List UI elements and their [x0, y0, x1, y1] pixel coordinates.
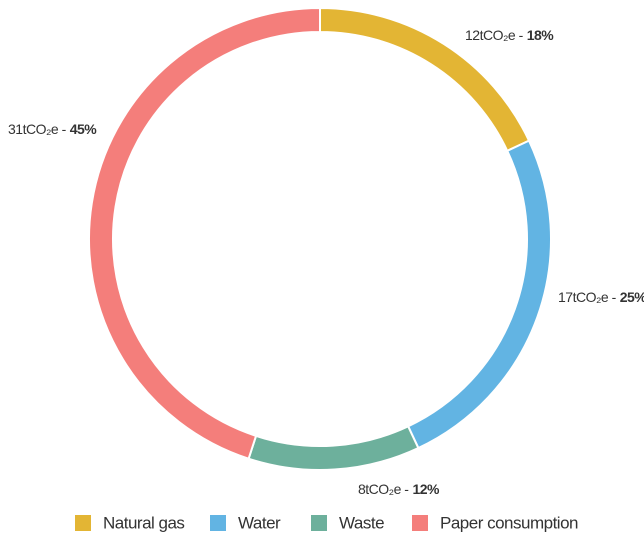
amount-label: 17tCO₂e - [558, 289, 617, 305]
data-label: 12tCO₂e -18% [465, 27, 554, 43]
legend-swatch [311, 515, 327, 531]
donut-segment [406, 139, 552, 450]
legend-label: Water [238, 513, 281, 532]
donut-segment [247, 424, 420, 471]
legend-label: Natural gas [103, 513, 184, 532]
value-label: 25% [620, 289, 644, 305]
legend: Natural gas Water Waste Paper consumption [75, 513, 579, 532]
amount-label: 31tCO₂e - [8, 121, 67, 137]
value-label: 18% [527, 27, 555, 43]
legend-swatch [412, 515, 428, 531]
legend-label: Waste [339, 513, 384, 532]
legend-swatch [210, 515, 226, 531]
data-label: 17tCO₂e -25% [558, 289, 644, 305]
amount-label: 12tCO₂e - [465, 27, 524, 43]
legend-label: Paper consumption [440, 513, 578, 532]
data-label: 8tCO₂e -12% [358, 481, 440, 497]
legend-swatch [75, 515, 91, 531]
value-label: 12% [412, 481, 440, 497]
donut-segment [88, 6, 321, 460]
value-label: 45% [70, 121, 98, 137]
data-label: 31tCO₂e -45% [8, 121, 97, 137]
amount-label: 8tCO₂e - [358, 481, 409, 497]
